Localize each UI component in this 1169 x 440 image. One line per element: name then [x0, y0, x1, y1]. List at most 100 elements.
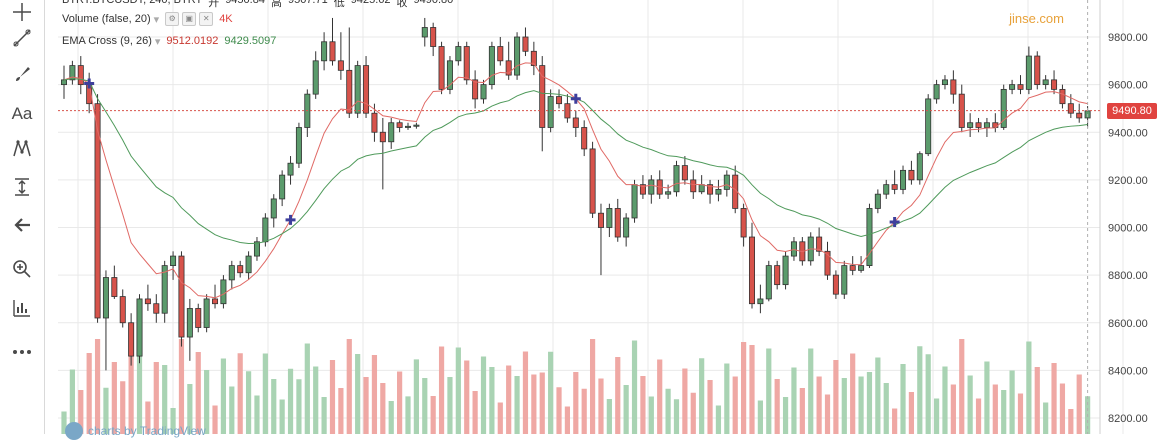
zoom-icon — [11, 258, 33, 285]
pattern-tool[interactable] — [6, 137, 38, 165]
chevron-down-icon[interactable]: ▾ — [153, 13, 160, 26]
volume-bar — [623, 385, 629, 434]
candle — [967, 122, 974, 128]
chart-area[interactable]: 9800.00 9600.00 9400.00 9200.00 9000.00 8800.… — [46, 0, 1169, 434]
candle — [832, 274, 839, 295]
candle — [1076, 112, 1083, 119]
chevron-down-icon[interactable]: ▾ — [154, 35, 161, 48]
candle — [497, 46, 504, 62]
volume-bar — [321, 397, 327, 434]
candle — [698, 184, 705, 193]
trendline-icon — [11, 27, 33, 54]
brush-icon — [11, 63, 33, 90]
back-tool[interactable] — [6, 213, 38, 241]
candle — [69, 65, 76, 81]
volume-bar — [749, 345, 755, 434]
text-tool[interactable]: Aa — [6, 100, 38, 128]
candle — [463, 46, 470, 81]
candle — [253, 241, 260, 257]
measure-tool[interactable] — [6, 175, 38, 203]
candle — [136, 298, 143, 357]
volume-bar — [690, 392, 696, 434]
volume-bar — [405, 396, 411, 434]
zoom-tool[interactable] — [6, 257, 38, 285]
volume-bar — [438, 346, 445, 434]
indicators-tool[interactable] — [6, 296, 38, 324]
volume-bar — [715, 405, 722, 434]
candle — [312, 60, 319, 95]
candle — [639, 184, 646, 195]
volume-bar — [581, 388, 587, 434]
candle — [262, 217, 269, 243]
volume-bar — [933, 398, 940, 434]
volume-bar — [975, 398, 982, 434]
candle — [723, 174, 730, 190]
candle — [1009, 84, 1016, 90]
ohlc-close-label: 收 — [396, 0, 408, 9]
trendline-tool[interactable] — [6, 26, 38, 54]
volume-bar — [841, 378, 847, 434]
volume-bar — [472, 391, 478, 434]
candle — [597, 212, 604, 228]
candle — [673, 165, 680, 193]
candle — [916, 153, 923, 181]
candle — [1017, 84, 1024, 90]
volume-bar — [1001, 390, 1007, 434]
measure-icon — [11, 176, 33, 203]
volume-bar — [573, 372, 579, 434]
close-icon[interactable]: ✕ — [199, 12, 214, 26]
volume-bar — [850, 353, 856, 434]
volume-bar — [1076, 374, 1082, 434]
volume-bar — [329, 360, 336, 434]
volume-bar — [94, 339, 101, 434]
candle — [77, 65, 84, 86]
candle — [455, 46, 462, 62]
volume-bar — [892, 408, 898, 434]
volume-bar — [245, 371, 252, 434]
volume-bar — [355, 354, 361, 434]
candle — [270, 198, 277, 219]
tradingview-credit[interactable]: charts by TradingView — [65, 422, 206, 440]
volume-bar — [799, 388, 805, 434]
ema-legend-name: EMA Cross (9, 26) — [62, 35, 152, 47]
volume-bar — [338, 388, 344, 434]
pattern-icon — [11, 138, 33, 165]
tradingview-logo-icon — [65, 422, 83, 440]
price-tick-label: 9000.00 — [1108, 223, 1148, 235]
volume-bar — [816, 376, 822, 434]
volume-bar — [103, 387, 109, 434]
candle — [715, 188, 722, 195]
candle — [681, 165, 688, 181]
ema-legend[interactable]: EMA Cross (9, 26) ▾ 9512.0192 9429.5097 — [62, 33, 276, 49]
volume-bar — [296, 379, 302, 434]
settings-icon[interactable]: ⚙ — [165, 12, 180, 26]
volume-bar — [136, 351, 143, 434]
volume-bar — [615, 357, 621, 434]
volume-bar — [371, 355, 378, 434]
volume-bar — [724, 363, 730, 434]
candle — [321, 41, 328, 62]
volume-legend[interactable]: Volume (false, 20) ▾ ⚙ ▣ ✕ 4K — [62, 11, 233, 27]
candle — [522, 36, 529, 52]
volume-bar — [363, 377, 369, 434]
volume-bar — [564, 406, 571, 434]
candle — [396, 122, 403, 128]
brush-tool[interactable] — [6, 62, 38, 90]
candle — [606, 208, 613, 228]
candle — [472, 79, 479, 100]
candle — [514, 36, 521, 76]
format-icon[interactable]: ▣ — [182, 12, 197, 26]
more-tool[interactable] — [6, 340, 38, 368]
candle — [707, 184, 714, 195]
candle — [203, 298, 210, 328]
volume-bar — [699, 358, 705, 434]
volume-bar — [237, 353, 243, 434]
price-chart[interactable]: 9800.00 9600.00 9400.00 9200.00 9000.00 8800.… — [46, 0, 1169, 434]
crosshair-tool[interactable] — [6, 0, 38, 28]
ohlc-close: 9490.80 — [413, 0, 454, 6]
price-tick-label: 8800.00 — [1108, 270, 1148, 282]
volume-bar — [397, 371, 403, 434]
candle — [413, 124, 420, 127]
volume-bar — [254, 395, 260, 434]
volume-bar — [1034, 367, 1040, 434]
